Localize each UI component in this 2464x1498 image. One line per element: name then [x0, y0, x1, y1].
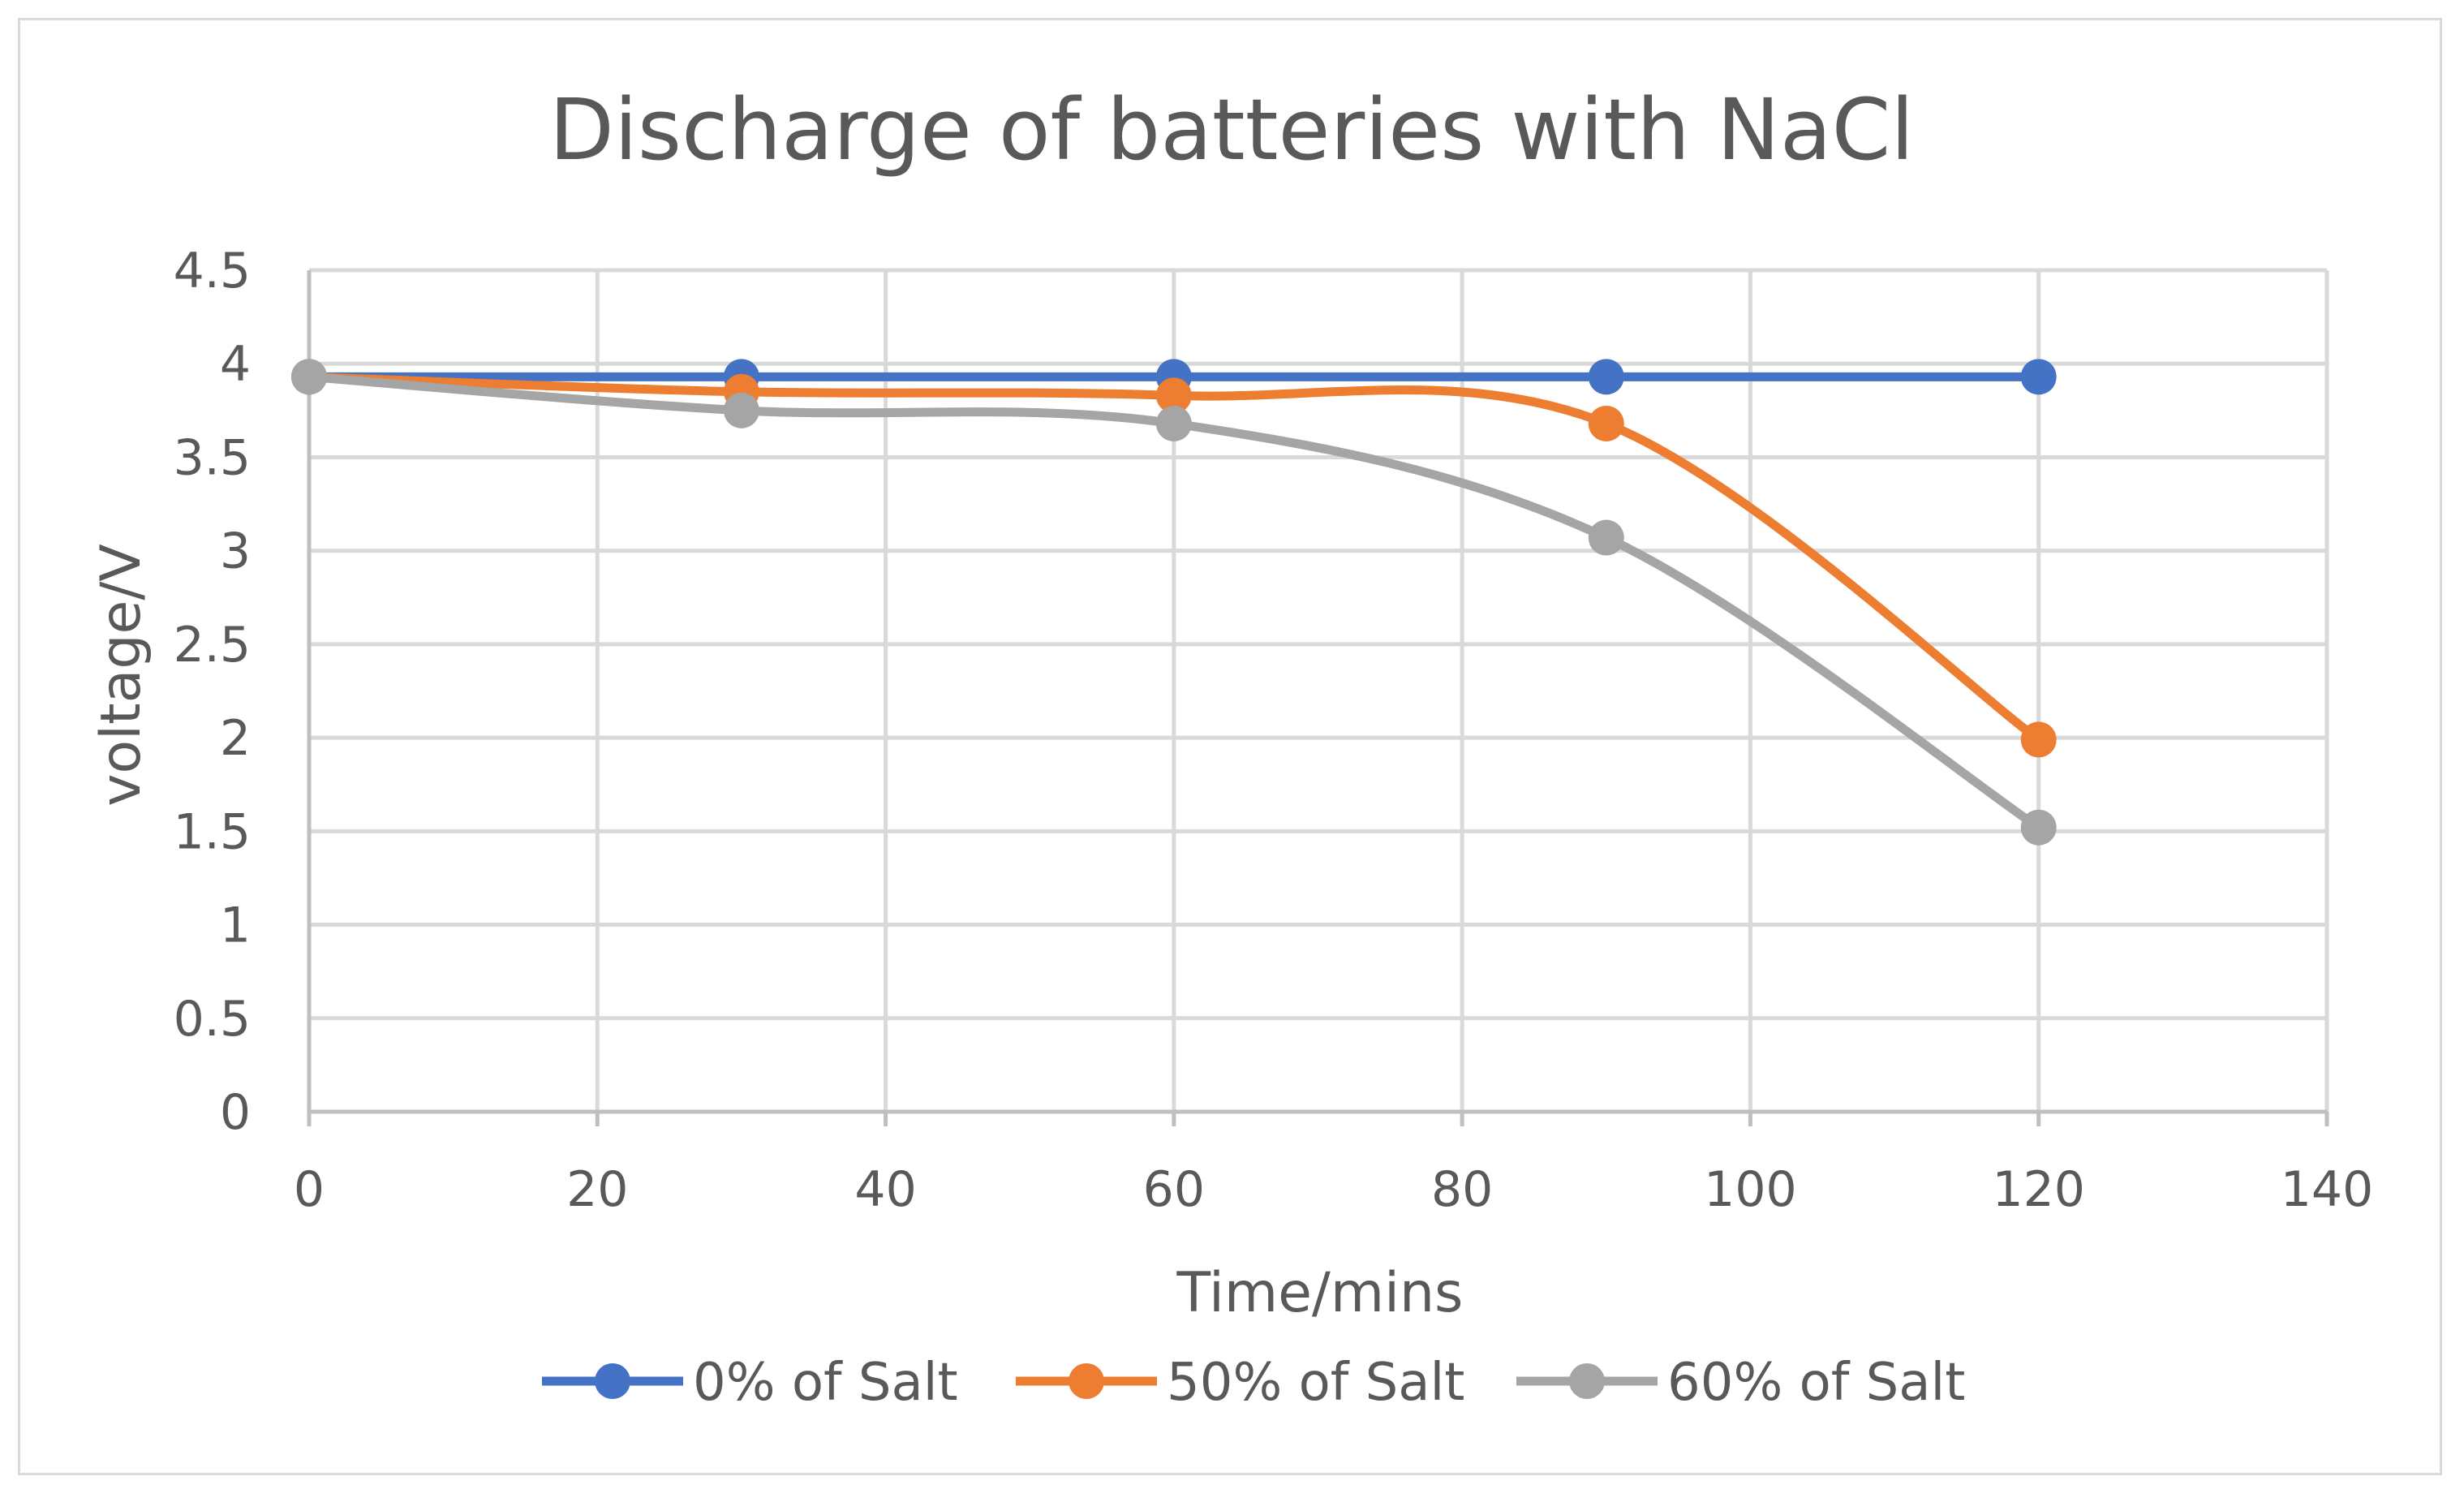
x-tick-label: 20: [566, 1161, 628, 1218]
axes: [307, 270, 2329, 1126]
legend-entry: 0% of Salt: [542, 1353, 958, 1413]
legend-entry: 50% of Salt: [1016, 1353, 1464, 1413]
x-axis-title: Time/mins: [1176, 1261, 1464, 1325]
data-point: [1155, 405, 1192, 441]
legend-swatch-marker: [1569, 1363, 1605, 1399]
data-point: [2020, 721, 2057, 758]
legend-swatch-marker: [595, 1363, 630, 1399]
x-tick-labels: 0 20 40 60 80 100 120 140: [294, 1161, 2373, 1218]
y-tick-label: 2.5: [174, 617, 251, 674]
legend-label: 60% of Salt: [1667, 1353, 1965, 1413]
series: [291, 359, 2057, 846]
data-point: [2020, 809, 2057, 846]
data-point: [1155, 377, 1192, 414]
data-point: [2020, 359, 2057, 395]
data-point: [1588, 519, 1624, 556]
y-tick-label: 4: [220, 336, 251, 393]
legend-label: 50% of Salt: [1167, 1353, 1464, 1413]
gridlines: [309, 268, 2329, 1112]
y-tick-label: 0: [220, 1084, 251, 1141]
series-2: [291, 359, 2057, 846]
data-point: [1588, 359, 1624, 395]
y-tick-labels: 0 0.5 1 1.5 2 2.5 3 3.5 4 4.5: [174, 243, 251, 1141]
x-tick-label: 40: [854, 1161, 916, 1218]
data-point: [723, 392, 759, 428]
x-tick-label: 120: [1992, 1161, 2085, 1218]
legend: 0% of Salt 50% of Salt 60% of Salt: [542, 1353, 1965, 1413]
legend-swatch-marker: [1069, 1363, 1104, 1399]
data-point: [1588, 405, 1624, 441]
y-axis-title: voltage/V: [89, 544, 153, 807]
y-tick-label: 1.5: [174, 803, 251, 860]
y-tick-label: 1: [220, 898, 251, 954]
y-tick-label: 2: [220, 710, 251, 767]
legend-entry: 60% of Salt: [1516, 1353, 1965, 1413]
x-tick-label: 60: [1143, 1161, 1205, 1218]
x-tick-label: 0: [294, 1161, 325, 1218]
x-tick-label: 100: [1704, 1161, 1797, 1218]
chart-title: Discharge of batteries with NaCl: [549, 80, 1914, 179]
y-tick-label: 0.5: [174, 991, 251, 1048]
y-tick-label: 3.5: [174, 429, 251, 486]
x-tick-label: 140: [2281, 1161, 2374, 1218]
y-tick-label: 3: [220, 523, 251, 580]
x-tick-label: 80: [1431, 1161, 1493, 1218]
y-tick-label: 4.5: [174, 243, 251, 299]
data-point: [291, 359, 327, 395]
legend-label: 0% of Salt: [693, 1353, 958, 1413]
